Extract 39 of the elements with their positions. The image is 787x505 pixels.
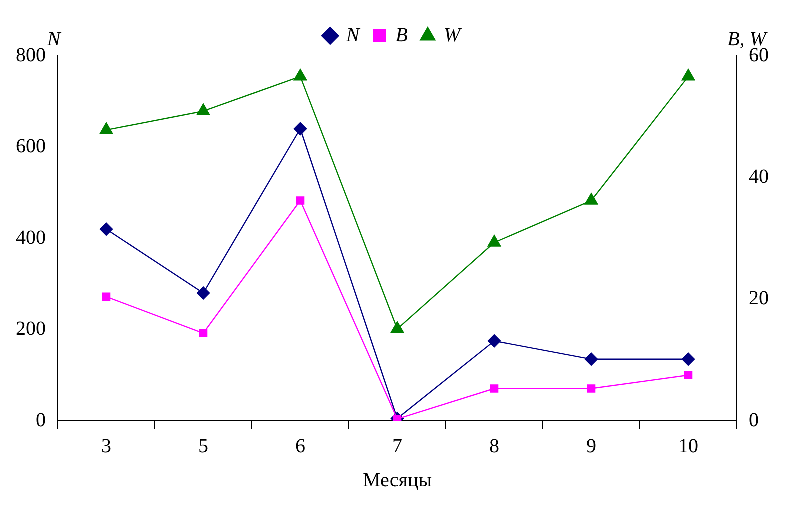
y-tick-label: 600	[16, 136, 46, 158]
legend-label: W	[444, 24, 463, 46]
point	[682, 69, 696, 81]
point	[294, 122, 308, 136]
legend-label: B	[396, 24, 408, 46]
x-tick-label: 5	[198, 435, 208, 458]
point	[488, 334, 502, 348]
y-tick-label: 0	[36, 409, 46, 432]
x-tick-label: 7	[392, 435, 402, 458]
point	[100, 122, 114, 134]
point	[196, 104, 210, 116]
y-tick-label: 800	[16, 44, 46, 66]
point	[199, 329, 208, 338]
point	[296, 196, 305, 205]
x-tick-label: 6	[296, 435, 306, 458]
point	[294, 69, 308, 81]
y-axis-title: N	[46, 28, 62, 50]
y2-tick-label: 0	[749, 409, 759, 432]
x-tick-label: 9	[586, 435, 596, 458]
y2-tick-label: 40	[749, 166, 769, 188]
point	[584, 352, 598, 366]
point	[390, 322, 404, 334]
y2-tick-label: 20	[749, 288, 769, 310]
point	[682, 352, 696, 366]
x-axis-title: Месяцы	[362, 469, 432, 492]
legend-label: N	[345, 24, 362, 46]
point	[684, 371, 693, 380]
x-tick-label: 8	[490, 435, 500, 458]
point	[100, 222, 114, 236]
point	[488, 235, 502, 247]
point	[587, 384, 596, 393]
point	[102, 292, 111, 302]
point	[196, 286, 210, 300]
y-tick-label: 400	[16, 226, 46, 249]
point	[490, 384, 499, 393]
x-tick-label: 3	[102, 435, 112, 458]
x-tick-label: 10	[678, 435, 698, 458]
y-tick-label: 200	[16, 318, 46, 340]
point	[584, 193, 598, 205]
